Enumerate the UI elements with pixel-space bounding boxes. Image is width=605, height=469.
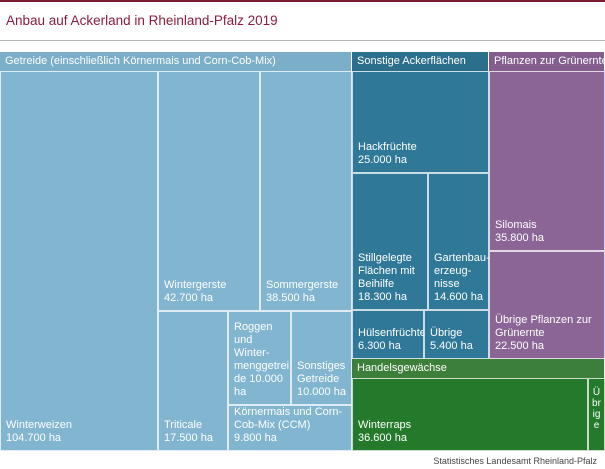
group-header: Pflanzen zur Grünernte [489,52,605,71]
chart-title: Anbau auf Ackerland in Rheinland-Pfalz 2… [6,13,278,28]
treemap-tile: Übrige Pflanzen zur Grünernte 22.500 ha [489,251,605,359]
tile-label: Triticale 17.500 ha [164,419,213,444]
tile-label: Hülsenfrüchte 6.300 ha [358,327,426,352]
treemap-tile: Wintergerste 42.700 ha [158,71,260,311]
tile-label: Wintergerste 42.700 ha [164,279,227,304]
tile-label: Übrige [592,387,601,431]
group-header: Sonstige Ackerflächen [352,52,489,71]
treemap-tile: Hülsenfrüchte 6.300 ha [352,310,426,359]
treemap-tile: Übrige 5.400 ha [424,310,489,359]
group-header: Handelsgewächse [352,359,605,378]
treemap-tile: Winterraps 36.600 ha [352,378,588,451]
treemap-tile: Winterweizen 104.700 ha [0,71,158,451]
treemap-tile: Körnermais und Corn- Cob-Mix (CCM) 9.800… [228,405,352,451]
tile-label: Übrige 5.400 ha [430,327,473,352]
treemap-tile: Übrige [588,378,605,451]
tile-label: Hackfrüchte 25.000 ha [358,141,417,166]
source-note: Statistisches Landesamt Rheinland-Pfalz [433,456,597,466]
tile-label: Körnermais und Corn- Cob-Mix (CCM) 9.800… [234,406,343,444]
treemap-tile: Triticale 17.500 ha [158,311,228,451]
treemap-tile: Sommergerste 38.500 ha [260,71,352,311]
tile-label: Gartenbau- erzeug- nisse 14.600 ha [434,252,490,303]
treemap-tile: Stillgelegte Flächen mit Beihilfe 18.300… [352,173,428,310]
tile-label: Roggen und Winter- menggetrei de 10.000 … [234,321,290,398]
treemap-tile: Silomais 35.800 ha [489,71,605,251]
top-accent-line [0,0,605,2]
tile-label: Sommergerste 38.500 ha [266,279,339,304]
tile-label: Winterraps 36.600 ha [358,419,412,444]
treemap-tile: Sonstiges Getreide 10.000 ha [291,311,352,405]
treemap-tile: Gartenbau- erzeug- nisse 14.600 ha [428,173,490,310]
tile-label: Sonstiges Getreide 10.000 ha [297,360,346,398]
title-divider [0,40,605,41]
treemap-tile: Roggen und Winter- menggetrei de 10.000 … [228,311,291,405]
tile-label: Silomais 35.800 ha [495,219,544,244]
tile-label: Winterweizen 104.700 ha [6,419,73,444]
group-header: Getreide (einschließlich Körnermais und … [0,52,352,71]
treemap-tile: Hackfrüchte 25.000 ha [352,71,489,173]
tile-label: Stillgelegte Flächen mit Beihilfe 18.300… [358,252,415,303]
tile-label: Übrige Pflanzen zur Grünernte 22.500 ha [495,314,592,352]
